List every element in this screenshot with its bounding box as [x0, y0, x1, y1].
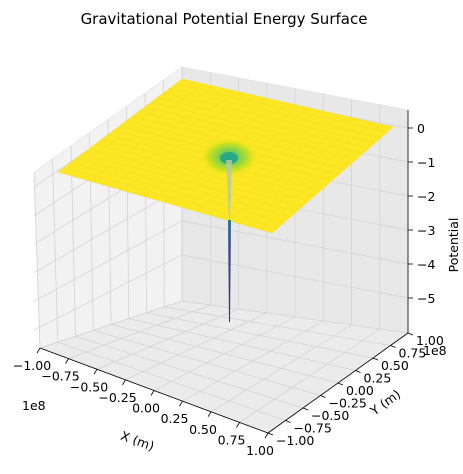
y-tick-mark: [337, 382, 344, 386]
y-gridline-wall: [52, 158, 59, 343]
x-tick-mark: [93, 369, 98, 375]
surface-well-core: [220, 152, 238, 164]
y-gridline: [110, 324, 339, 384]
y-tick-label: −1.00: [276, 433, 314, 448]
mesh-line: [169, 88, 381, 138]
y-gridline: [164, 306, 391, 346]
z-gridline-left: [33, 186, 183, 274]
surface-well-throat: [226, 160, 232, 220]
mesh-line: [239, 119, 362, 225]
y-gridline-wall: [70, 145, 76, 337]
y-tick-mark: [372, 357, 379, 361]
y-tick-label: 1.00: [416, 333, 444, 348]
mesh-line: [163, 92, 375, 144]
y-gridline: [93, 330, 321, 396]
mesh-line: [218, 114, 341, 218]
x-tick-mark: [236, 422, 240, 428]
z-axis-label: Potential: [446, 218, 461, 273]
mesh-line: [250, 122, 373, 228]
x-tick-label: 0.25: [161, 411, 189, 426]
potential-surface: [57, 78, 394, 322]
y-tick-mark: [390, 345, 396, 348]
x-offset-label: 1e8: [22, 398, 46, 413]
chart-title: Gravitational Potential Energy Surface: [81, 10, 368, 28]
y-gridline-wall: [33, 171, 41, 349]
z-tick-label: −1: [417, 155, 435, 170]
y-gridline: [75, 335, 304, 409]
y-gridline: [128, 318, 356, 371]
y-tick-label: −0.50: [311, 408, 349, 423]
x-tick-mark: [36, 347, 41, 354]
mesh-line: [261, 124, 383, 231]
y-tick-mark: [407, 332, 414, 336]
z-ticks: 0 −1 −2 −3 −4 −5: [408, 121, 435, 306]
z-gridline-left: [33, 254, 183, 331]
y-tick-label: 0.25: [364, 371, 392, 386]
x-tick-label: 0.50: [189, 422, 217, 437]
mesh-line: [175, 83, 387, 133]
z-tick-label: −5: [417, 291, 435, 306]
z-gridline: [181, 254, 409, 299]
x-tick-mark: [207, 411, 212, 417]
z-gridline-left: [33, 220, 183, 302]
z-tick-label: −2: [417, 189, 435, 204]
surface-well-stem: [228, 220, 231, 322]
z-gridline: [181, 220, 409, 265]
mesh-line: [229, 117, 351, 221]
y-tick-mark: [267, 432, 274, 436]
y-gridline: [57, 341, 286, 421]
z-tick-label: 0: [417, 121, 425, 136]
z-tick-label: −4: [417, 257, 435, 272]
y-tick-mark: [302, 407, 309, 411]
x-tick-label: −0.25: [98, 390, 136, 405]
x-tick-mark: [122, 379, 126, 386]
x-tick-mark: [179, 400, 183, 407]
z-tick-label: −3: [417, 223, 435, 238]
y-tick-label: −0.75: [294, 421, 332, 436]
y-gridline: [146, 312, 374, 359]
y-tick-mark: [285, 420, 291, 423]
x-tick-label: −0.75: [41, 369, 79, 384]
x-tick-label: −0.50: [70, 379, 108, 394]
x-tick-mark: [65, 358, 69, 364]
mesh-line: [157, 97, 369, 149]
y-ticks: −1.00−0.75−0.50−0.250.000.250.500.751.00: [267, 332, 444, 448]
x-tick-label: 0.00: [132, 401, 160, 416]
y-tick-label: 0.50: [381, 358, 409, 373]
x-axis-label: X (m): [119, 428, 157, 454]
x-tick-label: −1.00: [13, 358, 51, 373]
x-tick-mark: [264, 432, 269, 439]
y-tick-label: −0.25: [329, 396, 367, 411]
x-tick-label: 0.75: [218, 432, 246, 447]
y-tick-label: 0.75: [399, 346, 427, 361]
mesh-line: [144, 106, 357, 159]
y-tick-label: 0.00: [346, 383, 374, 398]
mesh-line: [138, 111, 351, 165]
x-tick-label: 1.00: [246, 443, 274, 458]
x-ticks: −1.00−0.75−0.50−0.250.000.250.500.751.00: [13, 347, 274, 458]
y-gridline: [181, 300, 409, 334]
x-tick-mark: [150, 390, 155, 396]
y-offset-label: 1e8: [423, 343, 447, 358]
y-tick-mark: [355, 370, 361, 373]
y-tick-mark: [320, 395, 326, 398]
mesh-line: [150, 102, 363, 154]
